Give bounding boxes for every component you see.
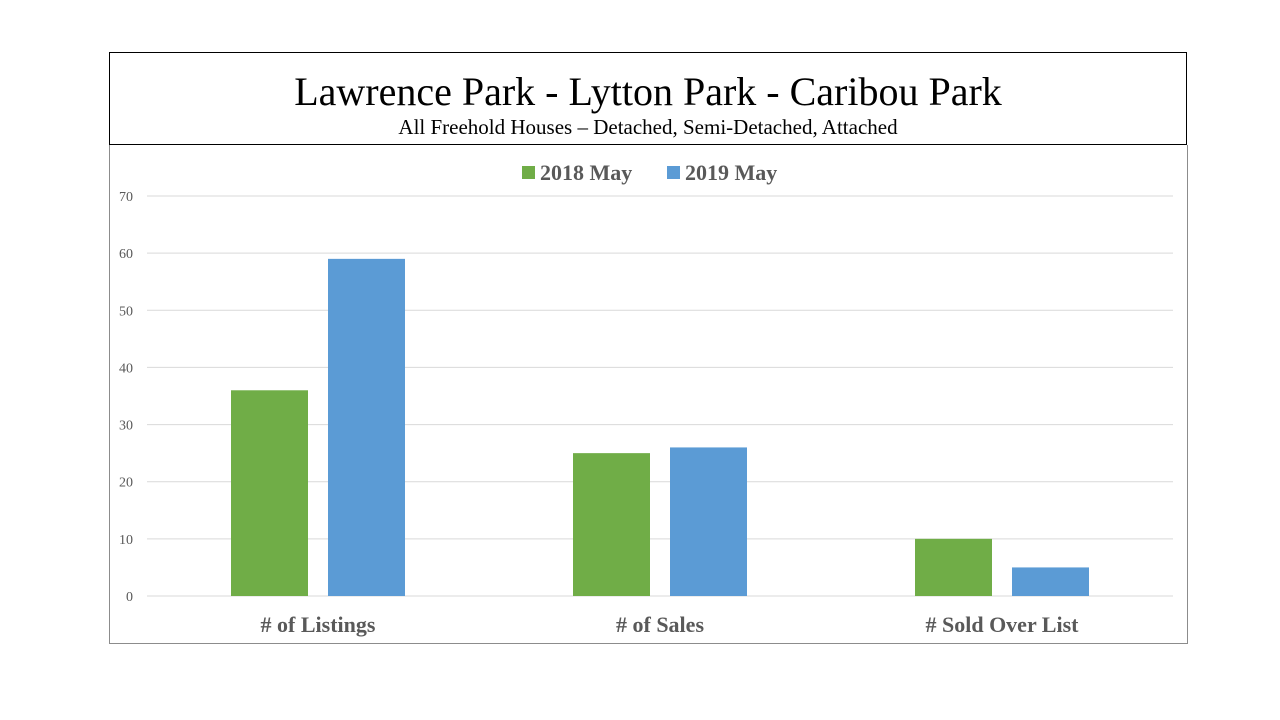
y-tick-label: 10 <box>119 533 133 548</box>
y-tick-label: 50 <box>119 304 133 319</box>
legend-label: 2018 May <box>540 160 632 185</box>
chart-title-box: Lawrence Park - Lytton Park - Caribou Pa… <box>109 52 1187 145</box>
x-category-label: # of Sales <box>616 612 704 637</box>
y-tick-label: 40 <box>119 361 133 376</box>
y-axis-ticks: 0 10 20 30 40 50 60 70 <box>119 190 133 605</box>
bar-2019-may-1 <box>670 447 747 596</box>
bar-2019-may-2 <box>1012 567 1089 596</box>
y-tick-label: 30 <box>119 419 133 434</box>
y-tick-label: 0 <box>126 590 133 605</box>
bars <box>231 258 1089 596</box>
x-axis-labels: # of Listings # of Sales # Sold Over List <box>261 612 1080 637</box>
legend: 2018 May 2019 May <box>522 160 777 185</box>
bar-2018-may-0 <box>231 390 308 596</box>
bar-2018-may-2 <box>915 538 992 596</box>
bar-2019-may-0 <box>328 258 405 596</box>
bar-2018-may-1 <box>573 453 650 596</box>
legend-label: 2019 May <box>685 160 777 185</box>
legend-swatch <box>522 166 535 179</box>
legend-swatch <box>667 166 680 179</box>
x-category-label: # Sold Over List <box>925 612 1079 637</box>
chart-subtitle: All Freehold Houses – Detached, Semi-Det… <box>398 115 898 139</box>
y-tick-label: 70 <box>119 190 133 205</box>
gridlines <box>147 195 1173 597</box>
chart-title: Lawrence Park - Lytton Park - Caribou Pa… <box>294 69 1002 114</box>
y-tick-label: 60 <box>119 247 133 262</box>
y-tick-label: 20 <box>119 476 133 491</box>
x-category-label: # of Listings <box>261 612 376 637</box>
